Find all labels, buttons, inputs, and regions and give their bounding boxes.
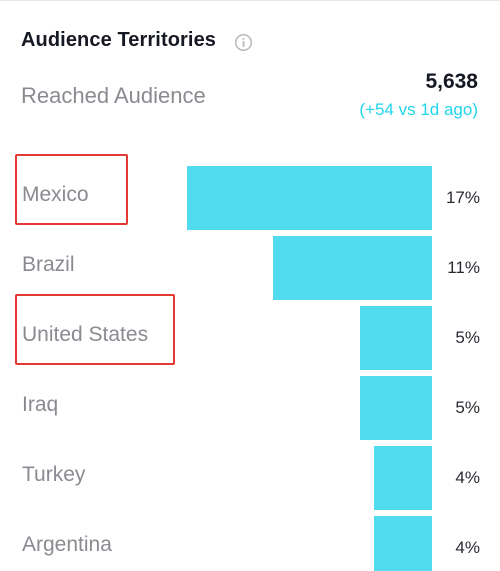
territory-bar xyxy=(273,236,432,300)
reached-audience-delta: (+54 vs 1d ago) xyxy=(359,100,478,119)
section-title: Audience Territories xyxy=(21,29,217,51)
territory-row: Iraq 5% xyxy=(0,376,500,440)
territory-name: Argentina xyxy=(22,533,112,556)
territory-row: Mexico 17% xyxy=(0,166,500,230)
reached-audience-label: Reached Audience xyxy=(21,83,206,108)
territory-highlight-box xyxy=(15,294,175,365)
territory-name: Iraq xyxy=(22,393,59,416)
territory-name: Brazil xyxy=(22,253,75,276)
territory-row: Turkey 4% xyxy=(0,446,500,510)
info-circle-icon[interactable] xyxy=(234,33,253,52)
territory-name: United States xyxy=(22,323,149,346)
territory-percentage: 11% xyxy=(447,258,480,277)
territory-percentage: 5% xyxy=(455,398,480,417)
top-divider xyxy=(0,0,500,1)
territory-name: Mexico xyxy=(22,183,89,206)
territory-bar xyxy=(374,446,432,510)
territory-bar xyxy=(359,306,432,370)
territory-percentage: 5% xyxy=(455,328,480,347)
territory-bar xyxy=(359,376,432,440)
territory-highlight-box xyxy=(15,154,128,225)
territory-name: Turkey xyxy=(22,463,86,486)
territory-percentage: 17% xyxy=(445,188,480,207)
territory-row: Argentina 4% xyxy=(0,516,500,571)
territory-percentage: 4% xyxy=(455,468,480,487)
reached-audience-value: 5,638 xyxy=(425,70,478,93)
territory-bar xyxy=(374,516,432,571)
territory-percentage: 4% xyxy=(455,538,480,557)
territory-row: Brazil 11% xyxy=(0,236,500,300)
territory-bar xyxy=(187,166,432,230)
territory-row: United States 5% xyxy=(0,306,500,370)
